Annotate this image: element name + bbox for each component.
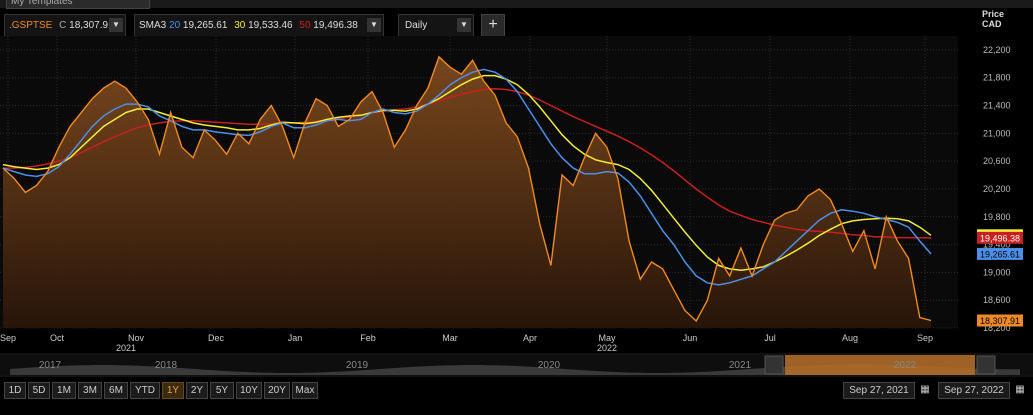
y-tick-label: 21,000 <box>983 128 1011 138</box>
x-tick-label: Mar <box>442 333 458 343</box>
y-tick-label: 21,800 <box>983 73 1011 83</box>
sma30-period: 30 <box>234 20 246 31</box>
sma20-label-text: 19,265.61 <box>980 249 1020 259</box>
y-tick-label: 21,400 <box>983 101 1011 111</box>
x-tick-label: Aug <box>842 333 858 343</box>
y-tick-label: 19,800 <box>983 212 1011 222</box>
y-tick-label: 18,200 <box>983 323 1011 333</box>
range-button-3m[interactable]: 3M <box>78 382 102 399</box>
calendar-icon[interactable]: ▦ <box>1015 384 1025 395</box>
from-date[interactable]: Sep 27, 2021 <box>843 382 915 399</box>
navigator-year-label: 2021 <box>729 360 752 371</box>
y-tick-label: 19,400 <box>983 240 1011 250</box>
y-tick-label: 19,000 <box>983 267 1011 277</box>
navigator-year-label: 2019 <box>346 360 369 371</box>
sma50-period: 50 <box>299 20 311 31</box>
price-area <box>3 56 931 329</box>
range-navigator[interactable]: 2017 2018 2019 2020 2021 2022 <box>0 353 1033 377</box>
sma20-value: 19,265.61 <box>182 20 228 31</box>
chevron-down-icon[interactable]: ▼ <box>367 18 381 32</box>
price-label-bg <box>977 314 1023 327</box>
navigator-left-handle <box>764 355 784 375</box>
add-indicator-button[interactable]: + <box>481 14 505 38</box>
x-tick-label: Jan <box>288 333 303 343</box>
period-label: Daily <box>405 20 428 31</box>
price-line <box>2 55 932 323</box>
to-date[interactable]: Sep 27, 2022 <box>938 382 1010 399</box>
y-tick-label: 20,200 <box>983 184 1011 194</box>
y-tick-label: 20,600 <box>983 156 1011 166</box>
chevron-down-icon[interactable]: ▼ <box>457 18 471 32</box>
x-tick-label: Nov <box>128 333 145 343</box>
symbol-selector[interactable]: .GSPTSE C 18,307.91 ▼ <box>4 14 126 38</box>
range-button-1d[interactable]: 1D <box>4 382 26 399</box>
sma30-value: 19,533.46 <box>248 20 293 31</box>
range-button-10y[interactable]: 10Y <box>236 382 262 399</box>
x-tick-label: Oct <box>50 333 65 343</box>
sma50-label-bg <box>977 231 1023 244</box>
range-button-max[interactable]: Max <box>292 382 318 399</box>
template-bar: My Templates <box>0 0 1033 9</box>
calendar-icon[interactable]: ▦ <box>920 384 930 395</box>
navigator-svg: 2017 2018 2019 2020 2021 2022 <box>0 355 1033 375</box>
price-price-label: 18,307.91 <box>977 314 1023 327</box>
y-tick-label: 22,200 <box>983 45 1011 55</box>
x-year-label: 2021 <box>116 343 136 353</box>
symbol-label: .GSPTSE <box>9 20 53 31</box>
sma50-price-label: 19,496.38 <box>977 231 1023 244</box>
y-tick-label: 18,600 <box>983 295 1011 305</box>
range-button-1y[interactable]: 1Y <box>162 382 184 399</box>
x-tick-label: May <box>598 333 616 343</box>
close-label: C <box>59 20 67 31</box>
navigator-year-label: 2018 <box>155 360 178 371</box>
x-tick-label: Jul <box>764 333 776 343</box>
price-label-text: 18,307.91 <box>980 316 1020 326</box>
x-tick-label: Feb <box>360 333 376 343</box>
sma50-line <box>3 88 932 239</box>
x-tick-label: Sep <box>0 333 16 343</box>
templates-dropdown[interactable]: My Templates <box>6 0 150 9</box>
x-tick-label: Sep <box>917 333 933 343</box>
navigator-selection <box>785 355 975 375</box>
price-area-fill <box>3 56 931 329</box>
sma20-price-label: 19,265.61 <box>977 247 1023 260</box>
navigator-year-label: 2022 <box>894 360 917 371</box>
sma50-value: 19,496.38 <box>313 20 358 31</box>
x-tick-label: Apr <box>523 333 537 343</box>
x-tick-label: Jun <box>683 333 698 343</box>
x-tick-label: Dec <box>208 333 225 343</box>
x-axis: Sep Oct Nov Dec Jan Feb Mar Apr May Jun Jul Aug Sep 2… <box>0 333 933 353</box>
navigator-year-label: 2020 <box>538 360 561 371</box>
sma20-line <box>2 68 932 286</box>
series-lines <box>2 55 932 323</box>
range-button-1m[interactable]: 1M <box>52 382 76 399</box>
close-value: 18,307.91 <box>69 20 114 31</box>
sma20-period: 20 <box>169 20 181 31</box>
range-button-6m[interactable]: 6M <box>104 382 128 399</box>
sma-label: SMA3 <box>139 20 167 31</box>
navigator-year-label: 2017 <box>39 360 62 371</box>
range-button-5y[interactable]: 5Y <box>210 382 234 399</box>
range-button-ytd[interactable]: YTD <box>130 382 160 399</box>
range-button-5d[interactable]: 5D <box>28 382 50 399</box>
chevron-down-icon[interactable]: ▼ <box>109 18 123 32</box>
sma50-label-text: 19,496.38 <box>980 233 1020 243</box>
navigator-right-handle <box>976 355 996 375</box>
range-button-20y[interactable]: 20Y <box>264 382 290 399</box>
sma20-label-bg <box>977 247 1023 260</box>
axis-title-price: Price <box>982 9 1004 19</box>
range-button-2y[interactable]: 2Y <box>186 382 208 399</box>
x-year-label: 2022 <box>597 343 617 353</box>
axis-title-currency: CAD <box>982 19 1002 29</box>
